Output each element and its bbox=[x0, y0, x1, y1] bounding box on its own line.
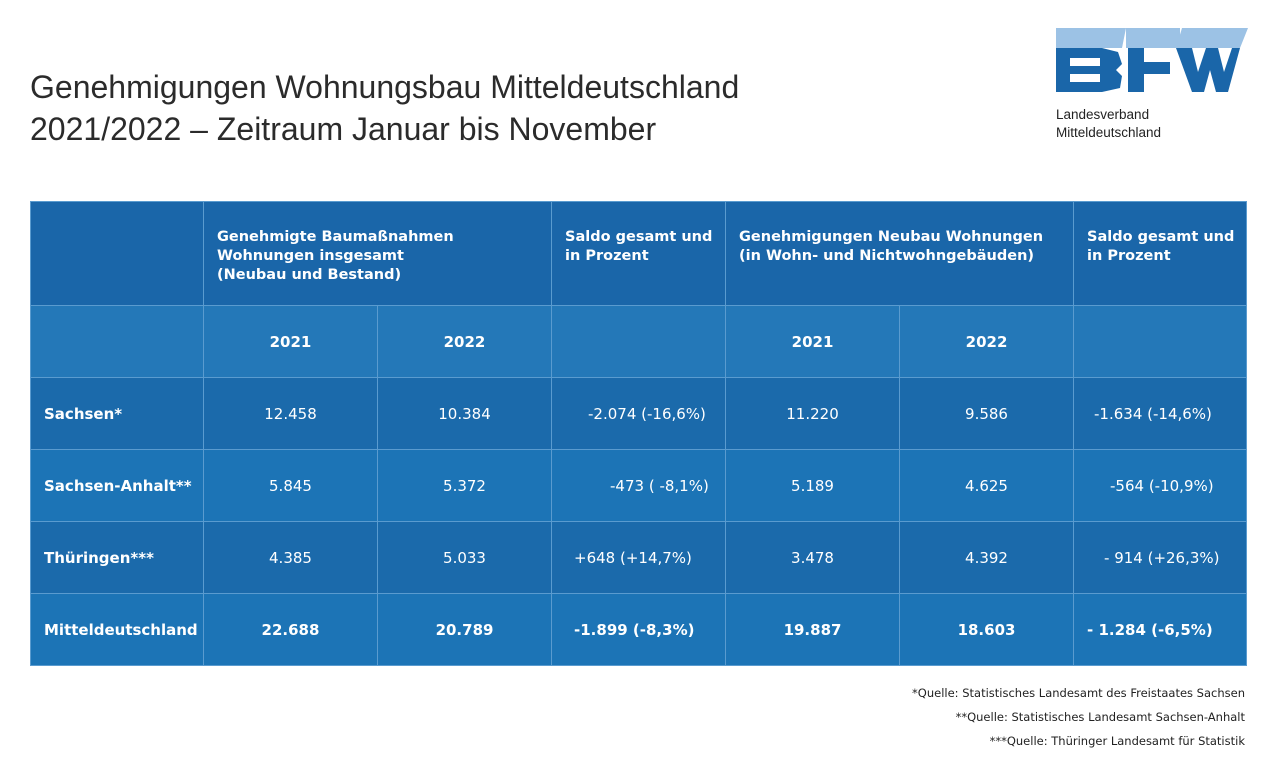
cell-total-saldo: -1.899 (-8,3%) bbox=[551, 593, 727, 666]
logo-text-line-1: Landesverband bbox=[1056, 107, 1150, 122]
cell-neubau-saldo: -1.634 (-14,6%) bbox=[1073, 377, 1248, 450]
cell-neubau-2021: 19.887 bbox=[725, 593, 901, 666]
header-group-neubau-saldo-line-1: Saldo gesamt und bbox=[1087, 229, 1235, 245]
cell-total-saldo: -2.074 (-16,6%) bbox=[551, 377, 727, 450]
cell-neubau-saldo: - 1.284 (-6,5%) bbox=[1073, 593, 1248, 666]
header-group-total-line-1: Genehmigte Baumaßnahmen bbox=[217, 229, 454, 245]
year-label-total-2022: 2022 bbox=[376, 305, 553, 378]
cell-total-2021: 22.688 bbox=[203, 593, 378, 666]
footnotes: *Quelle: Statistisches Landesamt des Fre… bbox=[912, 681, 1245, 753]
bfw-logo: Landesverband Mitteldeutschland bbox=[1056, 28, 1248, 142]
header-group-neubau-line-2: (in Wohn- und Nichtwohngebäuden) bbox=[739, 248, 1035, 264]
header-group-total-saldo-line-1: Saldo gesamt und bbox=[565, 229, 713, 245]
cell-neubau-2022: 4.392 bbox=[899, 521, 1075, 594]
header-group-neubau-saldo: Saldo gesamt und in Prozent bbox=[1073, 201, 1248, 306]
header-group-total-line-3: (Neubau und Bestand) bbox=[217, 267, 402, 283]
bfw-logo-icon bbox=[1056, 28, 1248, 92]
table-row-sachsen-anhalt: Sachsen-Anhalt** 5.845 5.372 -473 ( -8,1… bbox=[30, 449, 1248, 522]
footnote-sachsen-anhalt: **Quelle: Statistisches Landesamt Sachse… bbox=[955, 710, 1245, 724]
year-label-neubau-2022: 2022 bbox=[899, 305, 1075, 378]
table-row-thueringen: Thüringen*** 4.385 5.033 +648 (+14,7%) 3… bbox=[30, 521, 1248, 594]
region-label: Mitteldeutschland bbox=[30, 593, 204, 666]
cell-neubau-2022: 9.586 bbox=[899, 377, 1075, 450]
cell-neubau-2021: 11.220 bbox=[725, 377, 901, 450]
cell-total-saldo: -473 ( -8,1%) bbox=[551, 449, 727, 522]
header-row-years: 2021 2022 2021 2022 bbox=[30, 305, 1248, 378]
permits-table: Genehmigte Baumaßnahmen Wohnungen insges… bbox=[30, 201, 1248, 666]
header-group-neubau: Genehmigungen Neubau Wohnungen (in Wohn-… bbox=[725, 201, 1075, 306]
region-label: Thüringen*** bbox=[30, 521, 204, 594]
cell-total-2021: 4.385 bbox=[203, 521, 378, 594]
header-group-total-saldo: Saldo gesamt und in Prozent bbox=[551, 201, 727, 306]
year-label-total-2021: 2021 bbox=[203, 305, 378, 378]
header-group-total: Genehmigte Baumaßnahmen Wohnungen insges… bbox=[202, 201, 553, 306]
cell-neubau-saldo: - 914 (+26,3%) bbox=[1073, 521, 1248, 594]
logo-text: Landesverband Mitteldeutschland bbox=[1056, 106, 1248, 142]
cell-neubau-2021: 3.478 bbox=[725, 521, 901, 594]
year-label-neubau-2021: 2021 bbox=[725, 305, 901, 378]
cell-neubau-2022: 4.625 bbox=[899, 449, 1075, 522]
region-label: Sachsen* bbox=[30, 377, 204, 450]
cell-total-2022: 10.384 bbox=[376, 377, 553, 450]
page-title: Genehmigungen Wohnungsbau Mitteldeutschl… bbox=[30, 66, 739, 150]
cell-neubau-2021: 5.189 bbox=[725, 449, 901, 522]
region-label: Sachsen-Anhalt** bbox=[30, 449, 204, 522]
title-line-2: 2021/2022 – Zeitraum Januar bis November bbox=[30, 111, 657, 147]
header-group-total-saldo-line-2: in Prozent bbox=[565, 248, 649, 264]
cell-total-2022: 5.033 bbox=[376, 521, 553, 594]
header-group-neubau-line-1: Genehmigungen Neubau Wohnungen bbox=[739, 229, 1044, 245]
title-line-1: Genehmigungen Wohnungsbau Mitteldeutschl… bbox=[30, 69, 740, 105]
table-row-sachsen: Sachsen* 12.458 10.384 -2.074 (-16,6%) 1… bbox=[30, 377, 1248, 450]
footnote-sachsen: *Quelle: Statistisches Landesamt des Fre… bbox=[912, 686, 1245, 700]
header-row-groups: Genehmigte Baumaßnahmen Wohnungen insges… bbox=[30, 201, 1248, 306]
cell-total-2022: 5.372 bbox=[376, 449, 553, 522]
cell-total-saldo: +648 (+14,7%) bbox=[551, 521, 727, 594]
cell-total-2021: 12.458 bbox=[203, 377, 378, 450]
cell-neubau-2022: 18.603 bbox=[899, 593, 1075, 666]
year-empty-saldo-2 bbox=[1073, 305, 1248, 378]
cell-neubau-saldo: -564 (-10,9%) bbox=[1073, 449, 1248, 522]
header-empty-cell bbox=[30, 201, 204, 306]
cell-total-2022: 20.789 bbox=[376, 593, 553, 666]
logo-text-line-2: Mitteldeutschland bbox=[1056, 125, 1162, 140]
table-row-mitteldeutschland: Mitteldeutschland 22.688 20.789 -1.899 (… bbox=[30, 593, 1248, 666]
footnote-thueringen: ***Quelle: Thüringer Landesamt für Stati… bbox=[989, 734, 1245, 748]
year-empty-saldo bbox=[551, 305, 727, 378]
year-empty-cell bbox=[30, 305, 204, 378]
header-group-neubau-saldo-line-2: in Prozent bbox=[1087, 248, 1171, 264]
cell-total-2021: 5.845 bbox=[203, 449, 378, 522]
header-group-total-line-2: Wohnungen insgesamt bbox=[217, 248, 404, 264]
